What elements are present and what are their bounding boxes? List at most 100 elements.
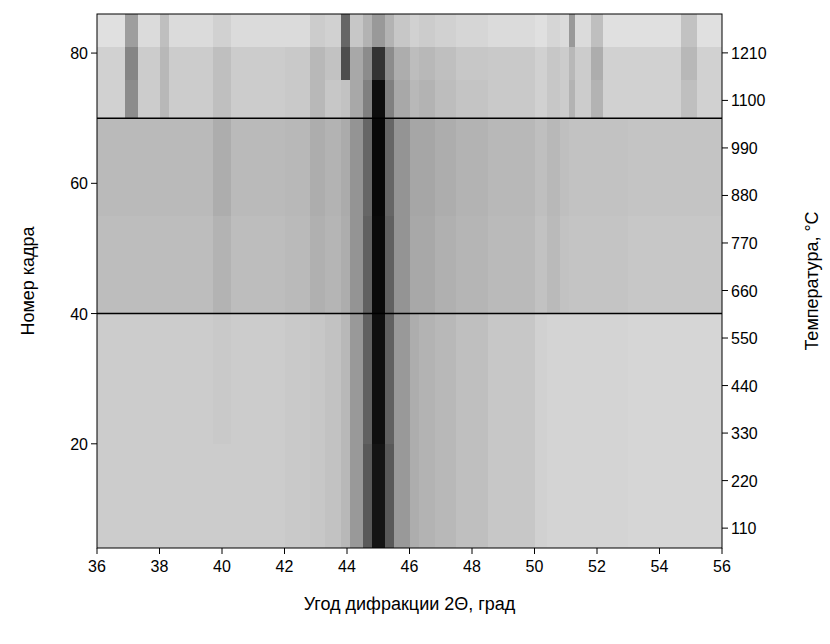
heatmap-cell [138, 79, 154, 119]
heatmap-cell [628, 14, 682, 47]
heatmap-cell [435, 47, 457, 80]
heatmap-cell [435, 216, 457, 314]
plot-frame [97, 14, 722, 548]
heatmap-cell [456, 79, 488, 119]
heatmap-cell [113, 47, 126, 80]
x-tick [597, 548, 598, 554]
heatmap-cell [435, 14, 457, 47]
heatmap-cell [363, 314, 373, 445]
heatmap-cell [350, 444, 363, 548]
heatmap-cell [535, 79, 548, 119]
y-tick [91, 183, 97, 184]
heatmap-cell [341, 216, 351, 314]
heatmap-cell [697, 118, 722, 216]
heatmap-cell [153, 79, 160, 119]
heatmap-cell [697, 79, 722, 119]
heatmap-cell [456, 314, 488, 445]
heatmap-cell [575, 444, 591, 548]
y2-tick [722, 147, 728, 148]
heatmap-cell [419, 118, 435, 216]
x-tick [222, 548, 223, 554]
heatmap-cell [138, 216, 154, 314]
heatmap-cell [310, 216, 326, 314]
heatmap-cell [628, 444, 682, 548]
heatmap-cell [350, 47, 363, 80]
heatmap-cell [213, 14, 232, 47]
heatmap-cell [169, 314, 191, 445]
heatmap-cell [569, 444, 576, 548]
heatmap-cell [160, 47, 170, 80]
heatmap-cell [160, 314, 170, 445]
heatmap-cell [285, 444, 311, 548]
heatmap-cell [138, 14, 154, 47]
heatmap-cell [113, 79, 126, 119]
heatmap-cell [97, 314, 113, 445]
heatmap-cell [191, 47, 213, 80]
heatmap-cell [419, 79, 435, 119]
heatmap-cell [385, 118, 395, 216]
heatmap-cell [253, 216, 285, 314]
heatmap-cell [341, 314, 351, 445]
heatmap-cell [138, 444, 154, 548]
heatmap-cell [569, 314, 576, 445]
heatmap-cell [160, 79, 170, 119]
heatmap-cell [681, 47, 697, 80]
heatmap-cell [547, 216, 560, 314]
heatmap-cell [372, 14, 385, 47]
y2-tick-label: 880 [731, 187, 758, 204]
frame-line [97, 313, 722, 315]
heatmap-cell [603, 79, 629, 119]
heatmap-cell [535, 444, 548, 548]
heatmap-cell [213, 216, 232, 314]
heatmap-cell [591, 79, 604, 119]
y2-tick [722, 242, 728, 243]
heatmap-cell [138, 314, 154, 445]
heatmap-cell [575, 14, 591, 47]
heatmap-cell [372, 47, 385, 80]
heatmap-cell [191, 444, 213, 548]
heatmap-cell [325, 14, 341, 47]
heatmap-cell [169, 14, 191, 47]
heatmap-cell [97, 216, 113, 314]
heatmap-cell [394, 14, 410, 47]
x-tick [534, 548, 535, 554]
heatmap-cell [560, 444, 570, 548]
heatmap-cell [603, 118, 629, 216]
heatmap-cell [385, 14, 395, 47]
heatmap-cell [191, 314, 213, 445]
heatmap-cell [138, 47, 154, 80]
heatmap-cell [575, 79, 591, 119]
heatmap-cell [575, 314, 591, 445]
x-axis-title: Угод дифракции 2Θ, град [304, 594, 516, 614]
heatmap-cell [285, 118, 311, 216]
heatmap-cell [456, 444, 488, 548]
heatmap-cell [153, 216, 160, 314]
heatmap-cell [560, 216, 570, 314]
y2-tick-label: 330 [731, 425, 758, 442]
y2-tick-label: 990 [731, 140, 758, 157]
heatmap-cell [310, 118, 326, 216]
heatmap-cell [231, 14, 253, 47]
heatmap-cell [569, 118, 576, 216]
heatmap-cell [213, 47, 232, 80]
y2-tick [722, 195, 728, 196]
y2-tick [722, 433, 728, 434]
heatmap-cell [569, 216, 576, 314]
x-tick-label: 50 [526, 558, 544, 575]
heatmap-cell [385, 314, 395, 445]
heatmap-cell [435, 444, 457, 548]
heatmap-cell [285, 314, 311, 445]
heatmap-cell [435, 79, 457, 119]
heatmap-cell [575, 47, 591, 80]
y-tick [91, 313, 97, 314]
heatmap [97, 14, 722, 548]
heatmap-cell [325, 216, 341, 314]
y-tick-label: 20 [70, 436, 88, 453]
y2-tick [722, 100, 728, 101]
heatmap-cell [363, 118, 373, 216]
heatmap-cell [560, 118, 570, 216]
heatmap-cell [591, 14, 604, 47]
heatmap-cell [113, 216, 126, 314]
heatmap-cell [535, 47, 548, 80]
heatmap-cell [341, 14, 351, 47]
